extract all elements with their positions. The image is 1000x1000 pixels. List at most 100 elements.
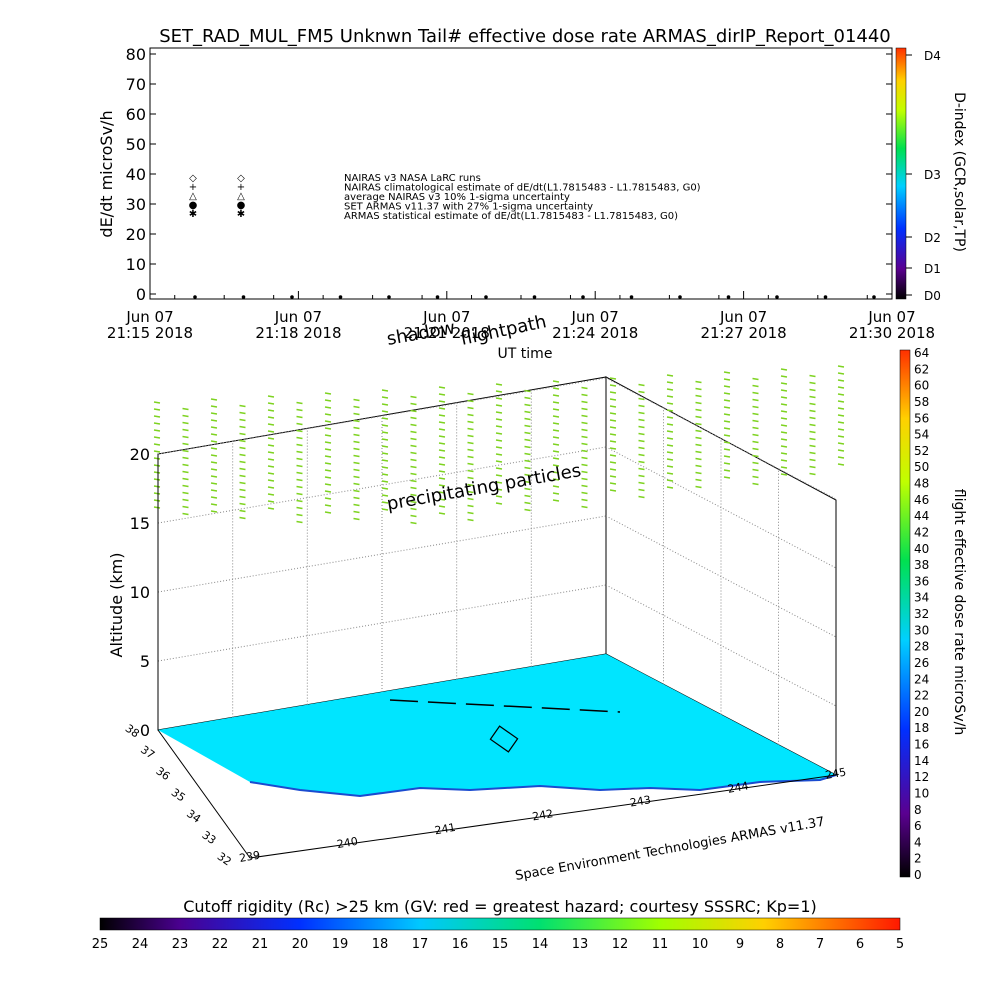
altitude-marker [438, 393, 446, 396]
data-point: △ [189, 191, 197, 202]
altitude-marker [780, 452, 788, 455]
altitude-marker [638, 432, 645, 436]
y-tick-label: 50 [126, 135, 146, 154]
altitude-marker [666, 444, 674, 447]
altitude-marker [353, 412, 360, 416]
data-point: + [237, 182, 245, 193]
altitude-marker [296, 401, 303, 405]
altitude-marker [609, 454, 617, 457]
altitude-marker [524, 501, 531, 505]
altitude-marker [296, 471, 303, 475]
altitude-marker [723, 434, 731, 437]
data-point: ◇ [189, 173, 197, 184]
altitude-marker [837, 421, 845, 424]
altitude-marker [609, 405, 617, 408]
dose-tick-label: 56 [914, 411, 929, 425]
altitude-marker [324, 511, 332, 514]
dose-tick-label: 16 [914, 738, 929, 752]
baseline-point [726, 295, 731, 299]
altitude-marker [581, 393, 588, 397]
dose-tick-label: 60 [914, 379, 929, 393]
altitude-marker [552, 429, 560, 432]
altitude-marker [324, 392, 332, 395]
altitude-marker [324, 441, 332, 444]
altitude-marker [552, 408, 560, 411]
altitude-marker [153, 478, 161, 481]
baseline-point [775, 295, 779, 299]
altitude-marker [666, 451, 674, 454]
altitude-marker [210, 503, 218, 506]
altitude-marker [837, 365, 845, 368]
altitude-marker [552, 422, 560, 425]
dose-tick-label: 24 [914, 672, 929, 686]
x-tick-label-time: 21:18 2018 [255, 324, 341, 342]
altitude-marker [638, 397, 645, 401]
dose-tick-label: 28 [914, 640, 929, 654]
altitude-marker [495, 453, 503, 456]
altitude-marker [837, 442, 845, 445]
dose-tick-label: 50 [914, 460, 929, 474]
altitude-marker [752, 482, 759, 486]
altitude-marker [182, 442, 189, 446]
dose-tick-label: 38 [914, 558, 929, 572]
altitude-marker [467, 413, 474, 417]
altitude-marker [666, 395, 674, 398]
altitude-marker [695, 380, 702, 384]
altitude-marker [695, 436, 702, 440]
altitude-marker [239, 418, 246, 422]
altitude-marker [210, 468, 218, 471]
lon-tick-label: 244 [727, 779, 750, 795]
altitude-marker [182, 428, 189, 432]
altitude-marker [609, 447, 617, 450]
lat-tick-label: 35 [169, 786, 188, 805]
baseline-point [581, 295, 585, 299]
altitude-marker [324, 497, 332, 500]
altitude-marker [210, 482, 218, 485]
altitude-marker [182, 484, 189, 488]
altitude-marker [552, 457, 560, 460]
altitude-marker [666, 465, 674, 468]
altitude-marker [353, 398, 360, 402]
altitude-marker [467, 483, 474, 487]
altitude-marker [809, 381, 816, 385]
altitude-marker [837, 428, 845, 431]
d-index-ticks: D0 D1 D2 D3 D4 [906, 49, 941, 303]
altitude-marker [666, 381, 674, 384]
altitude-marker [752, 384, 759, 388]
altitude-marker [723, 371, 731, 374]
altitude-marker [210, 426, 218, 429]
altitude-marker [381, 389, 389, 392]
altitude-marker [723, 385, 731, 388]
altitude-marker [809, 472, 816, 476]
y-tick-label: 20 [126, 225, 146, 244]
altitude-marker [410, 423, 417, 427]
legend-entry: average NAIRAS v3 10% 1-sigma uncertaint… [344, 192, 570, 203]
altitude-marker [438, 442, 446, 445]
precipitating-annotation: precipitating particles [385, 460, 582, 515]
altitude-marker [296, 485, 303, 489]
shadow-annotation: shadow [385, 317, 457, 350]
altitude-marker [353, 405, 360, 409]
altitude-label: Altitude (km) [107, 553, 126, 658]
z-tick-label: 15 [130, 514, 150, 533]
altitude-marker [182, 449, 189, 453]
altitude-marker [609, 461, 617, 464]
altitude-marker [467, 469, 474, 473]
cutoff-tick-label: 22 [212, 937, 229, 952]
altitude-marker [324, 420, 332, 423]
altitude-marker [666, 374, 674, 377]
altitude-marker [524, 403, 531, 407]
d-index-tick-label: D0 [924, 289, 941, 303]
altitude-marker [381, 445, 389, 448]
baseline-point [435, 295, 440, 299]
altitude-marker [581, 407, 588, 411]
altitude-marker [239, 404, 246, 408]
altitude-marker [153, 506, 161, 509]
lat-tick-label: 37 [138, 743, 157, 762]
altitude-marker [666, 458, 674, 461]
cutoff-tick-label: 13 [572, 937, 589, 952]
altitude-marker [809, 458, 816, 462]
altitude-marker [182, 512, 189, 516]
z-tick-label: 5 [140, 652, 150, 671]
